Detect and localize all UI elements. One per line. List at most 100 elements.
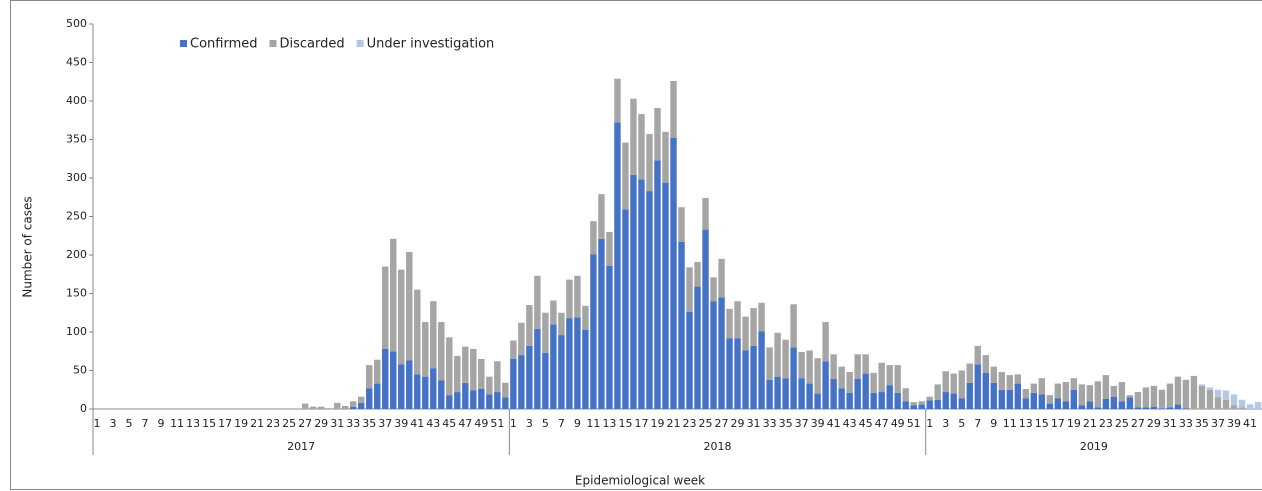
- bar-segment: [686, 311, 693, 409]
- x-tick-label: 7: [558, 417, 565, 430]
- bar-segment: [966, 382, 973, 409]
- bar-segment: [1086, 401, 1094, 409]
- bar-segment: [582, 329, 589, 409]
- bar-segment: [598, 194, 605, 239]
- bar-segment: [309, 406, 317, 409]
- bar-segment: [414, 374, 421, 409]
- bar-segment: [902, 401, 909, 409]
- bar-segment: [526, 345, 533, 409]
- bar-segment: [1158, 389, 1166, 409]
- bar-segment: [1182, 408, 1190, 409]
- bar-segment: [1070, 389, 1078, 409]
- x-tick-label: 7: [974, 417, 981, 430]
- bar-segment: [862, 354, 869, 374]
- bar-segment: [982, 355, 989, 373]
- bar-segment: [1118, 401, 1126, 409]
- group-label: 2017: [287, 440, 315, 453]
- bar-segment: [870, 372, 877, 393]
- bar-segment: [974, 364, 981, 409]
- y-tick-label: 450: [66, 56, 87, 69]
- bar-segment: [478, 388, 485, 409]
- bar-segment: [822, 321, 829, 362]
- bar-segment: [550, 324, 557, 409]
- bar-segment: [1150, 385, 1158, 407]
- x-tick-label: 45: [859, 417, 873, 430]
- bar-segment: [1166, 407, 1174, 409]
- bar-segment: [462, 346, 469, 383]
- x-tick-label: 3: [942, 417, 949, 430]
- x-tick-label: 17: [634, 417, 648, 430]
- bar-segment: [301, 403, 309, 409]
- bar-segment: [606, 231, 613, 266]
- bar-segment: [478, 358, 485, 389]
- bar-segment: [582, 305, 589, 330]
- bar-segment: [966, 363, 973, 383]
- bar-segment: [1054, 398, 1062, 409]
- bar-segment: [1158, 408, 1166, 409]
- x-tick-label: 3: [526, 417, 533, 430]
- bar-segment: [502, 382, 509, 398]
- bar-segment: [358, 402, 365, 409]
- bar-segment: [446, 337, 453, 396]
- legend-swatch: [269, 40, 277, 47]
- x-tick-label: 43: [843, 417, 857, 430]
- bar-segment: [510, 358, 517, 409]
- x-tick-label: 25: [282, 417, 296, 430]
- bar-segment: [486, 376, 493, 395]
- bar-segment: [430, 368, 437, 409]
- x-tick-label: 31: [747, 417, 761, 430]
- x-tick-label: 21: [250, 417, 264, 430]
- bar-segment: [382, 266, 389, 349]
- x-tick-label: 21: [1083, 417, 1097, 430]
- bar-segment: [1118, 382, 1126, 402]
- x-tick-label: 35: [779, 417, 793, 430]
- bar-segment: [638, 114, 645, 180]
- x-tick-label: 41: [410, 417, 424, 430]
- x-tick-label: 1: [926, 417, 933, 430]
- bar-segment: [566, 318, 573, 409]
- bar-segment: [766, 347, 773, 380]
- bar-segment: [950, 373, 957, 394]
- bar-segment: [670, 137, 677, 409]
- x-tick-label: 39: [394, 417, 408, 430]
- bar-segment: [822, 361, 829, 409]
- bar-segment: [502, 397, 509, 409]
- bar-segment: [1110, 385, 1118, 397]
- x-tick-label: 9: [158, 417, 165, 430]
- bar-segment: [518, 355, 525, 409]
- x-tick-label: 15: [618, 417, 632, 430]
- x-tick-label: 15: [202, 417, 216, 430]
- x-tick-label: 23: [1099, 417, 1113, 430]
- bar-segment: [1214, 389, 1222, 398]
- x-tick-label: 41: [1243, 417, 1257, 430]
- bar-segment: [1134, 407, 1142, 409]
- x-tick-label: 5: [542, 417, 549, 430]
- x-tick-label: 47: [875, 417, 889, 430]
- x-tick-label: 31: [1163, 417, 1177, 430]
- x-tick-label: 37: [1211, 417, 1225, 430]
- bar-segment: [1078, 405, 1086, 409]
- x-tick-label: 5: [126, 417, 133, 430]
- bar-segment: [1254, 402, 1262, 409]
- bar-segment: [798, 352, 805, 379]
- bar-segment: [934, 399, 941, 409]
- bar-segment: [414, 289, 421, 375]
- bar-segment: [646, 191, 653, 409]
- x-tick-label: 5: [958, 417, 965, 430]
- x-tick-label: 17: [218, 417, 232, 430]
- legend-label: Discarded: [280, 37, 345, 52]
- bar-segment: [462, 382, 469, 409]
- x-tick-label: 39: [1227, 417, 1241, 430]
- bar-segment: [1022, 398, 1030, 409]
- bar-segment: [1086, 385, 1094, 402]
- bar-segment: [790, 304, 797, 348]
- x-tick-label: 27: [298, 417, 312, 430]
- bar-segment: [942, 392, 949, 409]
- bar-segment: [718, 297, 725, 409]
- bar-segment: [470, 390, 477, 409]
- bar-segment: [1142, 387, 1150, 408]
- legend-swatch: [180, 40, 187, 47]
- bar-segment: [558, 312, 565, 336]
- bar-segment: [806, 350, 813, 384]
- x-tick-label: 37: [795, 417, 809, 430]
